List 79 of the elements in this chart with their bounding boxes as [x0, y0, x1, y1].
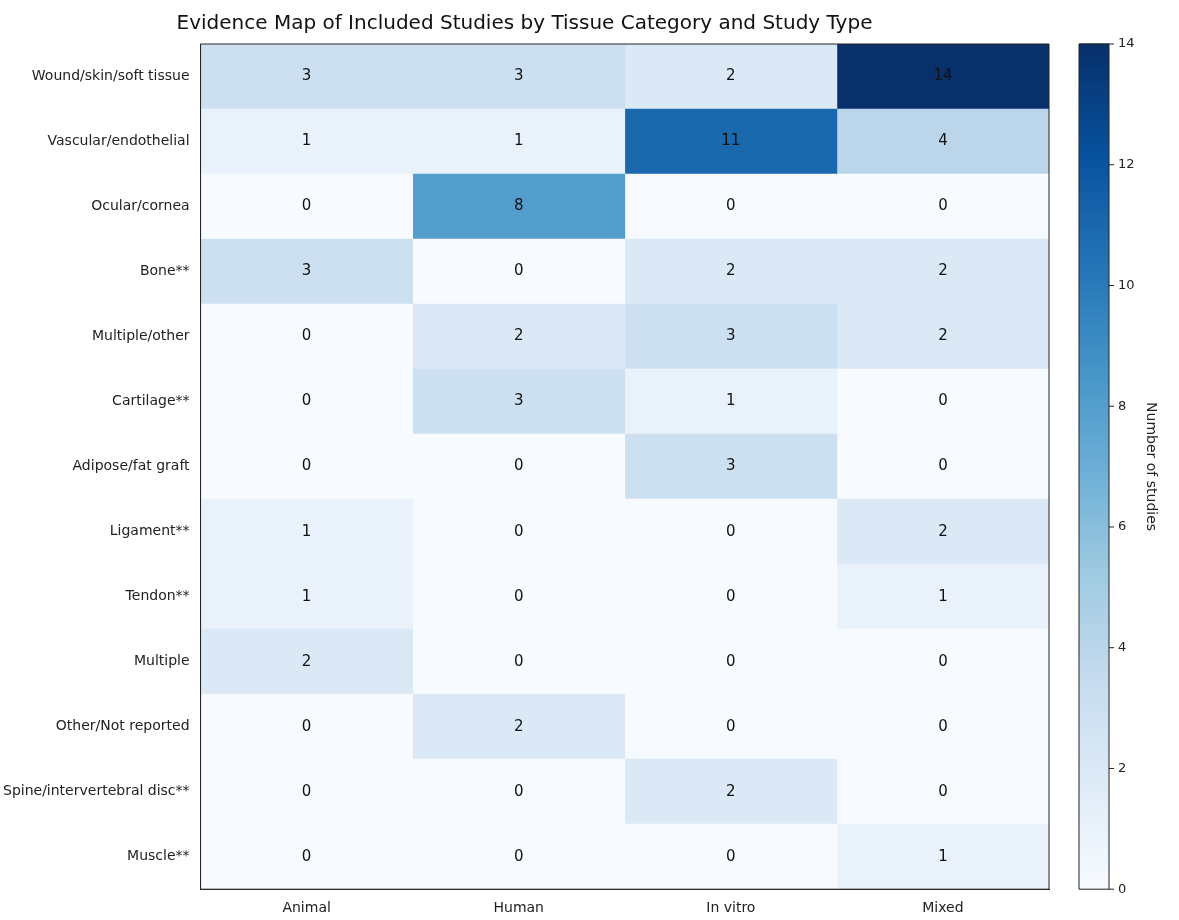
y-tick-label: Multiple: [133, 652, 190, 669]
data-label: 11: [721, 131, 741, 150]
data-label: 3: [301, 261, 312, 280]
data-label: 2: [938, 521, 948, 540]
data-label: 0: [726, 521, 736, 540]
data-label: 0: [513, 586, 524, 605]
data-label: 1: [301, 131, 312, 150]
y-tick-label: Vascular/endothelial: [47, 132, 190, 149]
data-label: 0: [301, 196, 312, 215]
data-label: 0: [726, 716, 736, 735]
data-label: 2: [938, 261, 948, 280]
data-label: 0: [726, 651, 736, 670]
data-label: 0: [726, 196, 736, 215]
data-label: 1: [301, 586, 312, 605]
x-tick-label: Animal: [282, 899, 331, 916]
y-tick-label: Muscle**: [127, 847, 190, 864]
data-label: 1: [938, 846, 948, 865]
data-label: 3: [301, 66, 312, 85]
data-label: 1: [301, 521, 312, 540]
data-label: 0: [726, 846, 736, 865]
chart-title: Evidence Map of Included Studies by Tissue Category and Study Type: [176, 10, 873, 35]
data-label: 2: [513, 326, 524, 345]
data-label: 0: [513, 261, 524, 280]
x-tick-label: In vitro: [706, 899, 756, 916]
x-tick-label: Mixed: [922, 899, 964, 916]
color-bar-label: 14: [1118, 35, 1135, 51]
data-label: 3: [726, 326, 736, 345]
data-label: 8: [513, 196, 524, 215]
y-tick-label: Bone**: [139, 262, 190, 279]
data-label: 2: [513, 716, 524, 735]
color-bar-label: 2: [1118, 759, 1127, 775]
data-label: 0: [938, 716, 948, 735]
y-tick-label: Other/Not reported: [55, 717, 190, 734]
y-tick-label: Ligament**: [109, 522, 190, 539]
data-label: 0: [938, 651, 948, 670]
data-label: 0: [513, 781, 524, 800]
y-tick-label: Multiple/other: [91, 327, 190, 344]
data-label: 0: [301, 781, 312, 800]
data-label: 0: [938, 781, 948, 800]
data-label: 2: [726, 66, 736, 85]
data-label: 3: [513, 66, 524, 85]
data-label: 2: [301, 651, 312, 670]
data-label: 0: [513, 846, 524, 865]
data-label: 1: [513, 131, 524, 150]
data-label: 0: [938, 196, 948, 215]
data-label: 0: [513, 651, 524, 670]
y-tick-label: Tendon**: [124, 587, 190, 604]
y-tick-label: Spine/intervertebral disc**: [3, 782, 190, 799]
y-tick-label: Wound/skin/soft tissue: [31, 67, 190, 84]
color-bar-label: 10: [1118, 276, 1135, 292]
data-label: 1: [938, 586, 948, 605]
color-bar-label: 8: [1118, 397, 1127, 413]
color-bar-title: Number of studies: [1144, 402, 1161, 532]
color-bar-label: 4: [1118, 639, 1127, 655]
data-label: 3: [726, 456, 736, 475]
x-tick-label: Human: [493, 899, 544, 916]
data-label: 0: [938, 391, 948, 410]
data-label: 0: [301, 846, 312, 865]
data-label: 14: [933, 66, 953, 85]
data-label: 3: [513, 391, 524, 410]
data-label: 2: [726, 781, 736, 800]
data-label: 0: [513, 521, 524, 540]
data-label: 0: [938, 456, 948, 475]
data-label: 1: [726, 391, 736, 410]
data-label: 0: [301, 391, 312, 410]
data-label: 0: [513, 456, 524, 475]
y-tick-label: Ocular/cornea: [91, 197, 190, 214]
color-bar-label: 12: [1118, 156, 1135, 172]
y-tick-label: Adipose/fat graft: [72, 457, 191, 474]
data-label: 0: [301, 326, 312, 345]
color-bar-label: 6: [1118, 518, 1127, 534]
data-label: 0: [301, 456, 312, 475]
data-label: 0: [726, 586, 736, 605]
data-label: 2: [938, 326, 948, 345]
data-label: 2: [726, 261, 736, 280]
color-bar-label: 0: [1118, 880, 1127, 896]
y-tick-label: Cartilage**: [112, 392, 190, 409]
data-label: 0: [301, 716, 312, 735]
data-label: 4: [938, 131, 948, 150]
